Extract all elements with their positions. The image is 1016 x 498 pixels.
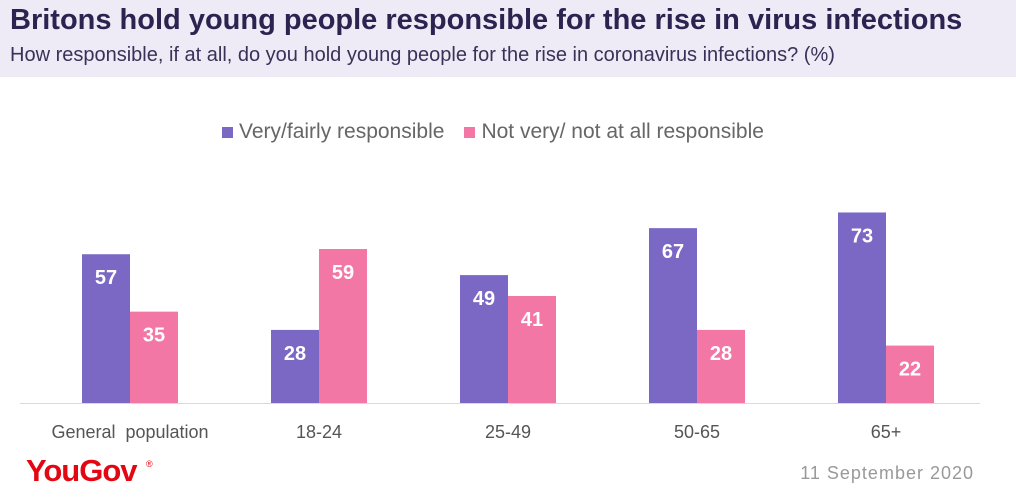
bar-not-very-4 bbox=[886, 345, 934, 403]
chart-title: Britons hold young people responsible fo… bbox=[10, 4, 963, 36]
category-label-3: 50-65 bbox=[674, 422, 720, 442]
publication-date: 11 September 2020 bbox=[800, 463, 974, 483]
data-label-very-fairly-0: 57 bbox=[95, 267, 117, 289]
data-label-very-fairly-3: 67 bbox=[662, 241, 684, 263]
bar-not-very-3 bbox=[697, 329, 745, 403]
category-label-4: 65+ bbox=[871, 422, 902, 442]
bar-not-very-2 bbox=[508, 295, 556, 403]
legend-label-very-fairly: Very/fairly responsible bbox=[239, 120, 445, 143]
data-label-not-very-0: 35 bbox=[143, 325, 165, 347]
bar-very-fairly-3 bbox=[649, 228, 697, 403]
data-label-not-very-3: 28 bbox=[710, 343, 732, 365]
bar-very-fairly-0 bbox=[82, 254, 130, 403]
bar-very-fairly-1 bbox=[271, 329, 319, 403]
data-label-not-very-2: 41 bbox=[521, 309, 543, 331]
category-label-2: 25-49 bbox=[485, 422, 531, 442]
legend-item-not-very: Not very/ not at all responsible bbox=[464, 120, 764, 144]
data-label-very-fairly-4: 73 bbox=[851, 225, 873, 247]
data-label-very-fairly-1: 28 bbox=[284, 343, 306, 365]
category-label-1: 18-24 bbox=[296, 422, 342, 442]
bar-not-very-1 bbox=[319, 249, 367, 403]
yougov-logo: YouGov bbox=[26, 453, 138, 488]
data-label-not-very-4: 22 bbox=[899, 359, 921, 381]
bar-not-very-0 bbox=[130, 311, 178, 403]
legend-item-very-fairly: Very/fairly responsible bbox=[222, 120, 444, 144]
data-label-not-very-1: 59 bbox=[332, 262, 354, 284]
legend-label-not-very: Not very/ not at all responsible bbox=[481, 120, 764, 143]
header-banner: Britons hold young people responsible fo… bbox=[0, 0, 1016, 77]
registered-mark: ® bbox=[146, 459, 153, 469]
legend-swatch-not-very bbox=[464, 126, 476, 138]
legend-swatch-very-fairly bbox=[222, 126, 233, 138]
category-label-0: General population bbox=[51, 422, 208, 442]
data-label-very-fairly-2: 49 bbox=[473, 288, 495, 310]
chart-legend: Very/fairly responsible Not very/ not at… bbox=[222, 120, 784, 144]
bar-very-fairly-2 bbox=[460, 275, 508, 403]
bar-very-fairly-4 bbox=[838, 212, 886, 403]
chart-subtitle: How responsible, if at all, do you hold … bbox=[10, 44, 835, 66]
